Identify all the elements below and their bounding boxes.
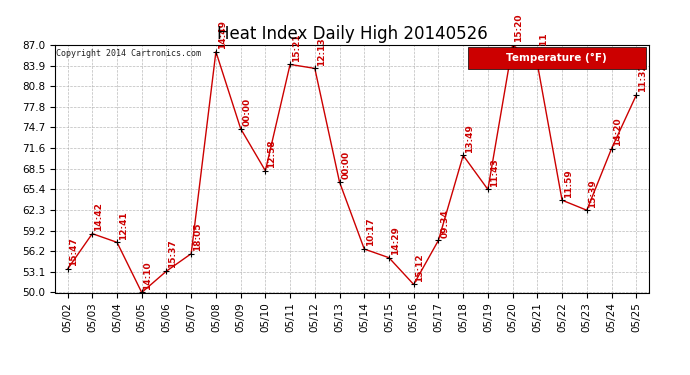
Text: 14:29: 14:29 [391,226,400,255]
Text: 15:39: 15:39 [589,179,598,207]
Text: 12:41: 12:41 [119,211,128,240]
Text: 10:17: 10:17 [366,218,375,246]
Text: 15:12: 15:12 [415,253,424,282]
Text: 14:42: 14:42 [94,202,103,231]
Text: 15:21: 15:21 [292,33,301,62]
Text: Temperature (°F): Temperature (°F) [506,53,607,63]
Text: 12:13: 12:13 [317,37,326,66]
FancyBboxPatch shape [468,48,646,69]
Text: 13:49: 13:49 [465,124,474,153]
Text: 15:20: 15:20 [514,14,523,42]
Text: 14:20: 14:20 [613,117,622,146]
Text: 11:11: 11:11 [539,32,548,61]
Text: 14:49: 14:49 [217,20,226,49]
Text: Copyright 2014 Cartronics.com: Copyright 2014 Cartronics.com [57,49,201,58]
Title: Heat Index Daily High 20140526: Heat Index Daily High 20140526 [217,26,487,44]
Text: 14:10: 14:10 [144,261,152,290]
Text: 11:32: 11:32 [638,64,647,93]
Text: 09:34: 09:34 [440,209,449,238]
Text: 12:58: 12:58 [267,140,276,168]
Text: 18:05: 18:05 [193,222,202,251]
Text: 15:47: 15:47 [69,237,78,266]
Text: 15:37: 15:37 [168,240,177,268]
Text: 00:00: 00:00 [242,98,251,126]
Text: 11:43: 11:43 [490,158,499,187]
Text: 00:00: 00:00 [342,152,351,180]
Text: 11:59: 11:59 [564,169,573,198]
